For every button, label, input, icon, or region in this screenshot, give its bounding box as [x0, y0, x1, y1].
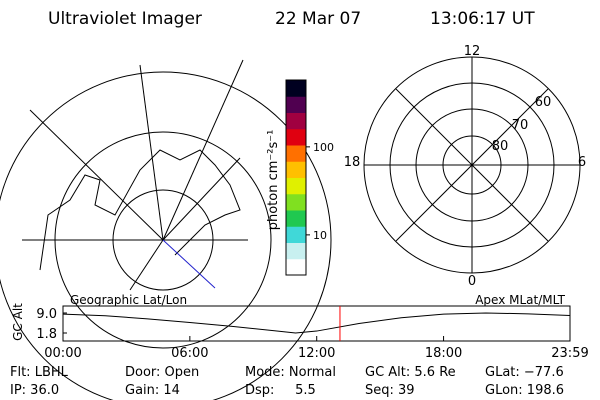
polar-label: Apex MLat/MLT	[475, 293, 565, 307]
mlt-label: 6	[578, 155, 586, 170]
colorbar-tick-label: 100	[313, 141, 334, 154]
lat-label: 60	[535, 95, 552, 110]
x-tick-label: 12:00	[298, 346, 335, 361]
y-tick-label: 9.0	[36, 307, 57, 322]
footer-field: Dsp: 5.5	[245, 383, 316, 398]
footer-field: GLat: −77.6	[485, 365, 564, 380]
colorbar-segment	[286, 210, 306, 227]
footer-field: Door: Open	[125, 365, 199, 380]
footer-field: GLon: 198.6	[485, 383, 564, 398]
x-tick-label: 18:00	[425, 346, 462, 361]
colorbar-segment	[286, 80, 306, 97]
footer-field: Gain: 14	[125, 383, 180, 398]
x-tick-label: 23:59	[551, 346, 588, 361]
mlt-label: 18	[344, 155, 361, 170]
colorbar-segment	[286, 112, 306, 130]
y-axis-label: GC Alt	[11, 303, 25, 341]
time: 13:06:17 UT	[430, 9, 535, 29]
colorbar-label: photon cm⁻²s⁻¹	[266, 130, 281, 231]
x-tick-label: 00:00	[44, 346, 81, 361]
mlt-label: 0	[468, 274, 476, 289]
colorbar-segment	[286, 242, 306, 260]
polar-grid	[363, 56, 581, 274]
colorbar-tick-label: 10	[313, 229, 327, 242]
colorbar-segment	[286, 177, 306, 195]
footer-field: Mode: Normal	[245, 365, 336, 380]
lat-label: 70	[512, 118, 529, 133]
footer-field: Flt: LBHL	[10, 365, 69, 380]
colorbar-segment	[286, 128, 306, 146]
colorbar-segment	[286, 161, 306, 178]
map-grid	[0, 59, 332, 400]
colorbar-frame	[285, 79, 307, 276]
plot-frame	[62, 305, 571, 342]
colorbar-segment	[286, 145, 306, 162]
title: Ultraviolet Imager	[48, 9, 202, 29]
date: 22 Mar 07	[275, 9, 361, 29]
lat-label: 80	[492, 139, 509, 154]
y-tick-label: 1.8	[36, 327, 57, 342]
altitude-line	[62, 312, 571, 334]
colorbar-segment	[286, 193, 306, 211]
mlt-label: 12	[464, 44, 481, 59]
footer-field: GC Alt: 5.6 Re	[365, 365, 456, 380]
colorbar-segment	[286, 226, 306, 243]
footer-field: IP: 36.0	[10, 383, 59, 398]
colorbar-segment	[286, 258, 306, 276]
footer-field: Seq: 39	[365, 383, 415, 398]
x-tick-label: 06:00	[171, 346, 208, 361]
colorbar-segment	[286, 96, 306, 113]
map-label: Geographic Lat/Lon	[70, 293, 187, 307]
